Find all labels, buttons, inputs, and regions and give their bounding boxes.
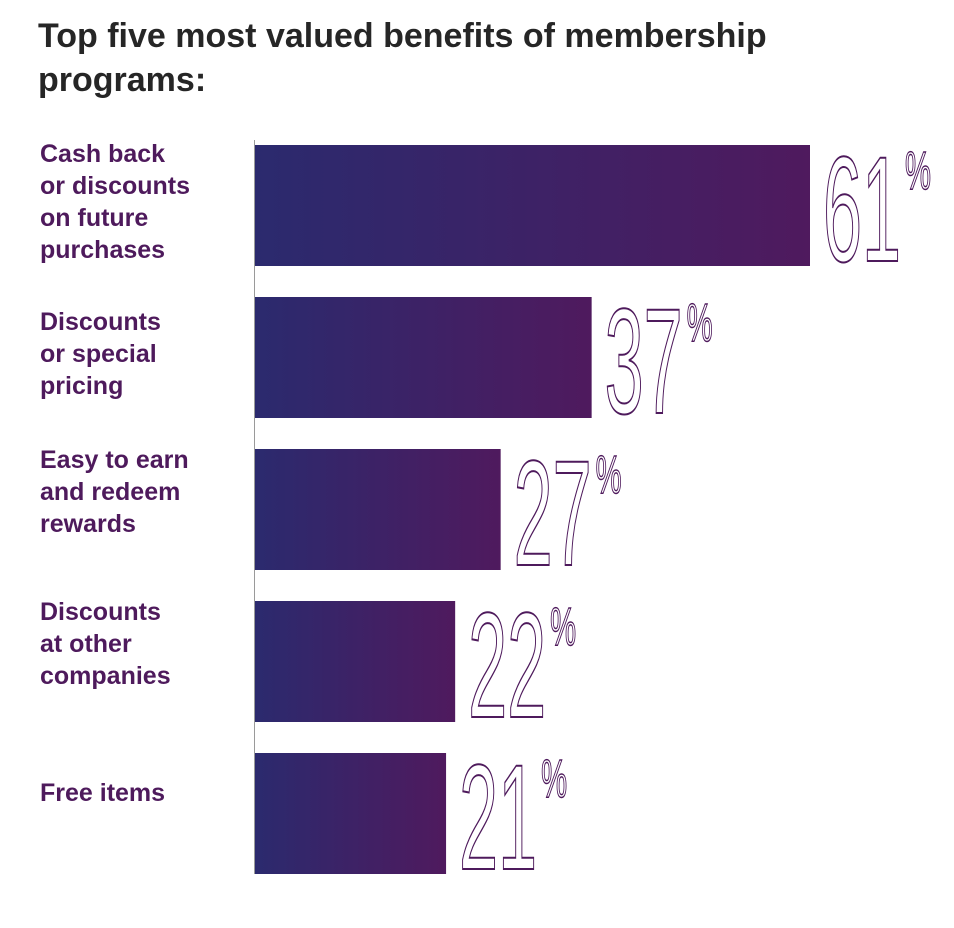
percent-sign-3: % [596, 445, 622, 505]
value-label-3: 27 [514, 429, 592, 597]
category-label-5: Free items [40, 779, 166, 807]
bar-1 [255, 145, 810, 266]
bar-3 [255, 449, 501, 570]
percent-sign-2: % [687, 293, 713, 353]
percent-sign-4: % [550, 597, 576, 657]
category-label-1: Cash back or discounts on future purchas… [40, 140, 191, 264]
percent-sign-5: % [541, 749, 567, 809]
value-label-5: 21 [459, 733, 537, 901]
category-label-4: Discounts at other companies [40, 598, 171, 690]
bar-4 [255, 601, 456, 722]
value-label-1: 61 [823, 125, 901, 293]
value-label-2: 37 [605, 277, 683, 445]
category-label-2: Discounts or special pricing [40, 308, 161, 400]
bars-group: 61 %37 %27 %22 %21% [255, 124, 932, 902]
category-label-3: Easy to earn and redeem rewards [40, 446, 189, 538]
percent-sign-1: % [905, 141, 931, 201]
value-label-4: 22 [468, 581, 546, 749]
bar-2 [255, 297, 592, 418]
bar-5 [255, 753, 447, 874]
chart-title: Top five most valued benefits of members… [38, 17, 767, 99]
